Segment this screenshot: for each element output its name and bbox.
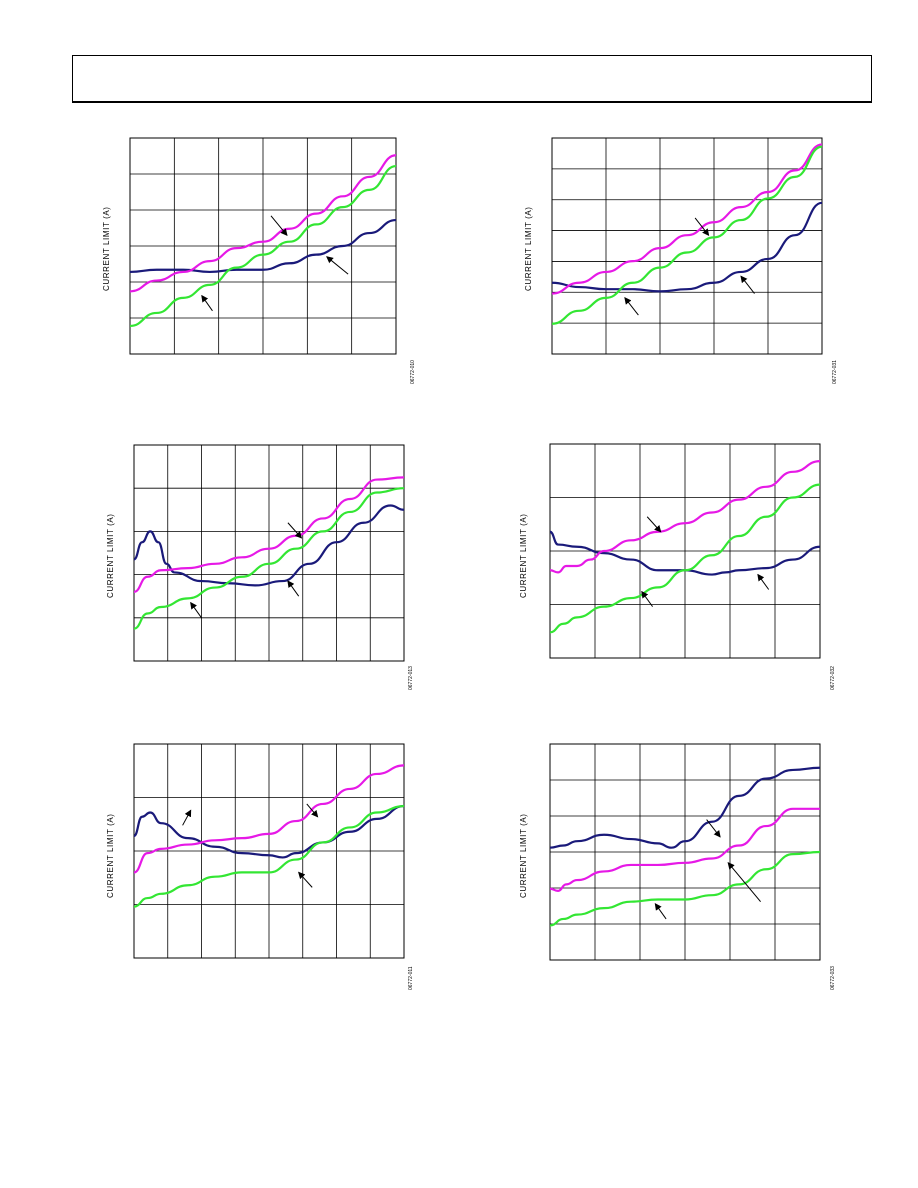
figure-id: 06772-031 [832, 360, 838, 384]
series-line [133, 487, 405, 630]
series-line [549, 766, 821, 849]
chart-panel: CURRENT LIMIT (A) 06772-031 [518, 132, 848, 402]
annotation-arrow [706, 819, 721, 838]
series-line [133, 764, 405, 874]
y-axis-label: CURRENT LIMIT (A) [106, 513, 115, 598]
series-line [133, 804, 405, 908]
series-line [549, 460, 821, 574]
series-line [133, 476, 405, 593]
annotation-arrow [654, 903, 667, 920]
chart-plot [549, 743, 821, 961]
annotation-arrow [624, 297, 639, 316]
plot-frame [549, 443, 821, 659]
annotation-arrow [757, 573, 770, 590]
chart-plot [133, 444, 405, 662]
page-header-frame [72, 55, 872, 103]
y-axis-label: CURRENT LIMIT (A) [519, 513, 528, 598]
chart-panel: CURRENT LIMIT (A) 06772-032 [516, 440, 846, 700]
series-line [549, 850, 821, 927]
series-line [129, 218, 397, 274]
figure-id: 06772-032 [830, 666, 836, 690]
annotation-arrow [182, 809, 192, 826]
annotation-arrow [287, 580, 300, 597]
annotation-arrow [641, 590, 654, 607]
chart-plot [549, 443, 821, 659]
figure-id: 06772-013 [408, 666, 414, 690]
series-line [551, 143, 823, 295]
figure-id: 06772-033 [830, 966, 836, 990]
plot-frame [551, 137, 823, 355]
chart-panel: CURRENT LIMIT (A) 06772-011 [100, 740, 430, 1000]
annotation-arrow [298, 871, 313, 888]
annotation-arrow [270, 215, 288, 236]
series-line [129, 154, 397, 293]
series-line [549, 807, 820, 892]
chart-panel: CURRENT LIMIT (A) 06772-010 [96, 132, 426, 402]
plot-frame [133, 444, 405, 662]
annotation-arrow [694, 217, 710, 236]
annotation-arrow [646, 516, 662, 533]
y-axis-label: CURRENT LIMIT (A) [102, 206, 111, 291]
chart-plot [551, 137, 823, 355]
series-line [133, 804, 405, 859]
annotation-arrow [326, 256, 349, 275]
chart-plot [129, 137, 397, 355]
chart-panel: CURRENT LIMIT (A) 06772-013 [100, 440, 430, 700]
annotation-arrow [190, 601, 202, 619]
chart-panel: CURRENT LIMIT (A) 06772-033 [516, 740, 846, 1000]
annotation-arrow [306, 803, 319, 818]
figure-id: 06772-011 [408, 966, 414, 990]
series-line [549, 483, 821, 634]
series-line [551, 201, 823, 293]
annotation-arrow [740, 275, 755, 294]
plot-frame [129, 137, 397, 355]
annotation-arrow [727, 862, 761, 903]
chart-plot [133, 743, 405, 959]
annotation-arrow [287, 522, 303, 539]
figure-id: 06772-010 [410, 360, 416, 384]
plot-frame [133, 743, 405, 959]
annotation-arrow [201, 294, 213, 312]
series-line [129, 164, 397, 328]
y-axis-label: CURRENT LIMIT (A) [106, 813, 115, 898]
series-line [551, 145, 823, 325]
y-axis-label: CURRENT LIMIT (A) [519, 813, 528, 898]
y-axis-label: CURRENT LIMIT (A) [524, 206, 533, 291]
